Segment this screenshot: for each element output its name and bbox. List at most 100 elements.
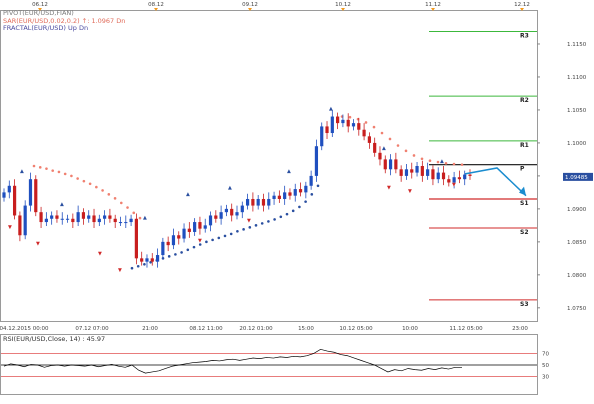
candle xyxy=(388,154,393,176)
legend-fractal: FRACTAL(EUR/USD) Up Dn xyxy=(3,24,89,32)
candle xyxy=(50,211,54,225)
sar-dot-lower xyxy=(279,215,283,219)
candle-body xyxy=(161,241,165,256)
sar-dot-upper xyxy=(412,154,416,157)
candle-body xyxy=(187,228,191,232)
fractal-up-icon: ▲ xyxy=(382,146,386,152)
sar-dot-lower xyxy=(205,240,208,244)
sar-dot-upper xyxy=(452,162,456,166)
candle-body xyxy=(97,218,101,223)
pivot-label-s1: S1 xyxy=(520,200,529,207)
sar-dot-upper xyxy=(45,167,48,170)
candle-body xyxy=(336,116,340,124)
candle xyxy=(314,139,319,182)
fractal-down-icon: ▼ xyxy=(36,241,40,247)
sar-dot-upper xyxy=(420,157,424,161)
candle xyxy=(277,190,281,203)
candle xyxy=(293,183,297,202)
candle xyxy=(198,216,202,235)
sar-dot-lower xyxy=(285,212,289,216)
sar-dot-lower xyxy=(248,226,252,229)
candle xyxy=(71,213,75,228)
candle-body xyxy=(256,198,260,206)
candle-body xyxy=(224,208,229,213)
forecast-arrow-head xyxy=(519,186,526,196)
sar-dot-upper xyxy=(107,193,111,196)
sar-dot-upper xyxy=(138,216,142,220)
candle-body xyxy=(431,169,435,180)
candle xyxy=(140,251,144,266)
fractal-down-icon: ▼ xyxy=(8,225,12,231)
candle-body xyxy=(288,192,292,196)
rsi-title: RSI(EUR/USD,Close, 14) : 45.97 xyxy=(3,335,106,343)
fractal-down-icon: ▼ xyxy=(387,185,391,191)
sar-dot-upper xyxy=(132,211,136,215)
candle xyxy=(39,206,43,228)
fractal-up-icon: ▲ xyxy=(228,185,232,191)
candle-body xyxy=(415,166,419,173)
candle xyxy=(134,213,138,265)
rsi-level-label: 30 xyxy=(542,375,549,381)
candle-body xyxy=(441,172,446,180)
candle-body xyxy=(399,169,403,176)
candle xyxy=(203,218,207,233)
sar-dot-upper xyxy=(404,149,408,153)
sar-dot-upper xyxy=(380,131,384,135)
pivot-label-s3: S3 xyxy=(520,301,529,308)
candle xyxy=(113,214,117,228)
candle-body xyxy=(193,222,197,232)
main-plot-frame xyxy=(0,10,538,322)
candle-body xyxy=(410,169,414,173)
y-tick-label: 1.1100 xyxy=(567,75,587,81)
candle-body xyxy=(320,126,324,147)
candle-body xyxy=(394,159,398,170)
candle-body xyxy=(177,235,181,239)
legend-sar: SAR(EUR/USD,0.02,0.2) ↑: 1.0967 Dn xyxy=(3,16,126,25)
sar-dot-upper xyxy=(126,206,129,209)
candle-body xyxy=(436,172,440,180)
date-marker-icon xyxy=(154,8,158,11)
sar-dot-upper xyxy=(460,163,464,166)
candle xyxy=(426,162,430,180)
candle-body xyxy=(214,215,218,219)
candle xyxy=(92,208,96,228)
sar-dot-upper xyxy=(396,144,400,147)
candle xyxy=(161,237,165,259)
top-date-label: 10.12 xyxy=(335,2,351,8)
current-price-label: 1.09485 xyxy=(565,175,588,181)
candle xyxy=(441,166,446,186)
sar-dot-upper xyxy=(57,170,61,174)
y-tick-label: 1.0800 xyxy=(567,273,587,279)
x-tick-label: 21:00 xyxy=(142,326,158,332)
candle-body xyxy=(171,235,176,246)
candle xyxy=(44,212,48,227)
candle xyxy=(341,114,345,128)
candle-body xyxy=(341,119,345,124)
candle-body xyxy=(12,185,17,216)
candle-body xyxy=(346,119,350,127)
candle xyxy=(118,216,123,227)
candle xyxy=(463,170,467,186)
candle xyxy=(431,165,435,186)
candle-body xyxy=(81,212,86,219)
candle-body xyxy=(44,218,48,223)
candle xyxy=(235,205,239,220)
sar-dot-upper xyxy=(388,137,392,141)
x-tick-label: 08.12 11:00 xyxy=(189,326,223,332)
candle xyxy=(166,236,170,252)
candle xyxy=(208,211,213,232)
candle-body xyxy=(267,198,271,206)
candle-body xyxy=(293,189,297,196)
candle-body xyxy=(103,215,107,219)
candle xyxy=(468,169,472,180)
candle-body xyxy=(330,116,334,134)
candle xyxy=(34,175,38,217)
candle-body xyxy=(145,258,149,262)
candle-body xyxy=(404,169,409,176)
candle-body xyxy=(357,123,361,130)
sar-dot-lower xyxy=(198,243,202,246)
candle xyxy=(357,117,361,136)
sar-dot-upper xyxy=(444,162,448,165)
